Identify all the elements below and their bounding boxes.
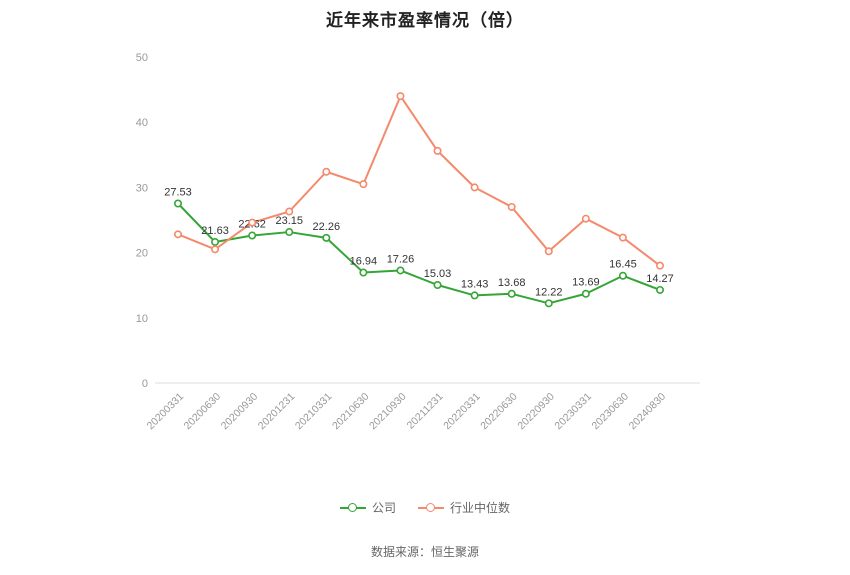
chart-legend: 公司 行业中位数 <box>0 499 850 516</box>
svg-text:10: 10 <box>136 313 148 325</box>
svg-text:0: 0 <box>142 378 148 390</box>
svg-text:13.69: 13.69 <box>572 277 600 289</box>
legend-item-company[interactable]: 公司 <box>339 499 396 516</box>
svg-text:17.26: 17.26 <box>387 253 415 265</box>
svg-text:22.26: 22.26 <box>313 221 341 233</box>
svg-text:20230630: 20230630 <box>590 391 632 433</box>
svg-text:20220331: 20220331 <box>441 391 483 433</box>
svg-text:23.15: 23.15 <box>275 215 303 227</box>
svg-text:27.53: 27.53 <box>164 187 192 199</box>
svg-text:20: 20 <box>136 248 148 260</box>
svg-text:20210331: 20210331 <box>293 391 335 433</box>
svg-text:20211231: 20211231 <box>405 391 446 432</box>
svg-text:16.45: 16.45 <box>609 259 637 271</box>
svg-text:16.94: 16.94 <box>350 256 378 268</box>
legend-label-industry-median: 行业中位数 <box>450 501 511 515</box>
svg-text:20200331: 20200331 <box>145 391 187 433</box>
legend-label-company: 公司 <box>371 501 396 515</box>
svg-text:20200930: 20200930 <box>219 391 261 433</box>
svg-text:12.22: 12.22 <box>535 286 563 298</box>
svg-text:20210930: 20210930 <box>367 391 409 433</box>
svg-text:13.43: 13.43 <box>461 278 489 290</box>
svg-text:20220930: 20220930 <box>515 391 557 433</box>
svg-text:20210630: 20210630 <box>330 391 372 433</box>
industry-series-marker-icon <box>418 502 444 514</box>
svg-text:13.68: 13.68 <box>498 277 526 289</box>
svg-text:30: 30 <box>136 182 148 194</box>
data-source-note: 数据来源：恒生聚源 <box>370 545 479 559</box>
svg-text:20201231: 20201231 <box>256 391 298 433</box>
svg-text:50: 50 <box>136 52 148 64</box>
svg-text:20230331: 20230331 <box>552 391 594 433</box>
svg-text:20220630: 20220630 <box>478 391 520 433</box>
svg-text:20200630: 20200630 <box>182 391 224 433</box>
svg-text:20240830: 20240830 <box>627 391 669 433</box>
company-series-marker-icon <box>339 502 366 514</box>
pe-line-chart: 0 10 20 30 40 50 20200331202006302020093020201… <box>136 52 700 433</box>
legend-item-industry-median[interactable]: 行业中位数 <box>418 499 510 516</box>
chart-title: 近年来市盈率情况（倍） <box>326 11 524 30</box>
svg-text:21.63: 21.63 <box>201 225 229 237</box>
svg-text:15.03: 15.03 <box>424 268 452 280</box>
svg-text:40: 40 <box>136 117 148 129</box>
svg-text:14.27: 14.27 <box>646 273 674 285</box>
